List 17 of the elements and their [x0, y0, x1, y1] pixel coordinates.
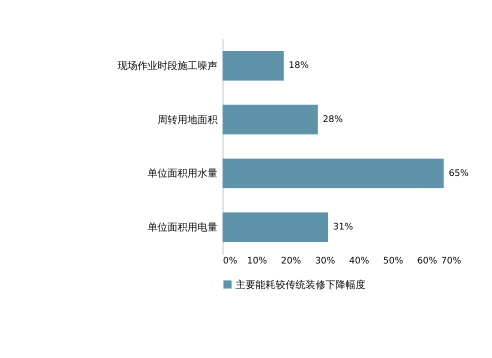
y-tick-label: 周转用地面积: [158, 114, 218, 126]
data-label: 28%: [322, 115, 344, 126]
x-tick-label: 70%: [441, 256, 462, 267]
data-label: 65%: [448, 168, 470, 179]
legend-label: 主要能耗较传统装修下降幅度: [236, 278, 366, 291]
data-label: 18%: [288, 61, 310, 72]
x-tick-label: 10%: [247, 256, 268, 267]
x-tick-label: 50%: [383, 256, 404, 267]
x-tick-label: 40%: [349, 256, 370, 267]
data-label: 31%: [333, 222, 354, 233]
x-tick-label: 0%: [223, 256, 238, 267]
x-tick-label: 30%: [315, 256, 336, 267]
x-tick-label: 20%: [281, 256, 302, 267]
y-tick-label: 单位面积用电量: [148, 221, 218, 234]
x-tick-label: 60%: [417, 256, 438, 267]
y-tick-label: 单位面积用水量: [148, 168, 218, 180]
y-tick-label: 现场作业时段施工噪声: [118, 60, 218, 72]
